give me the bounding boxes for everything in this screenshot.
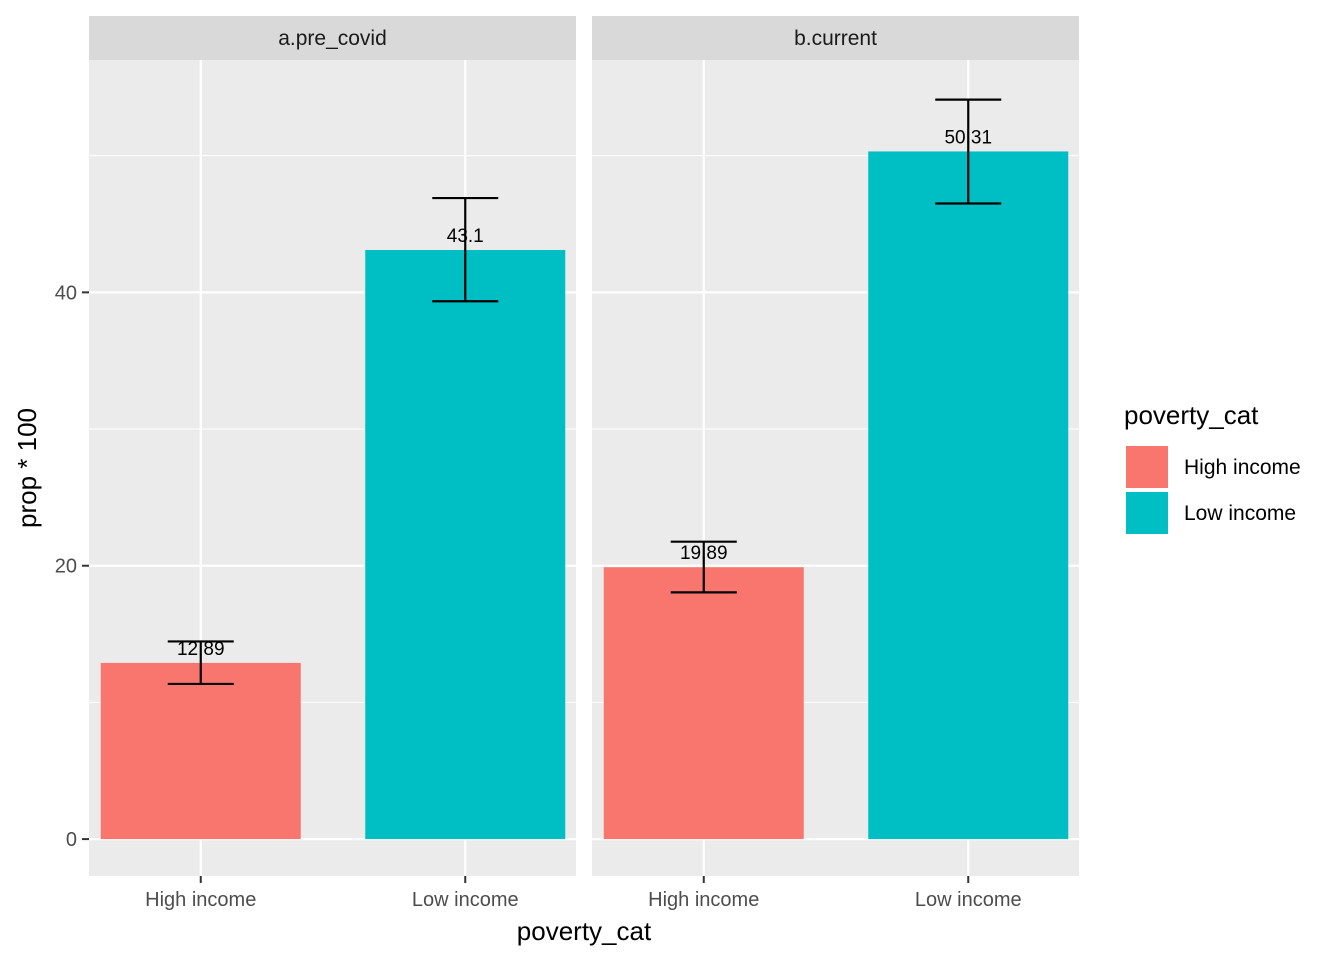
error-bar (670, 540, 737, 594)
legend-key-high-income (1126, 446, 1168, 488)
bar-low-income (365, 249, 566, 840)
legend-label: Low income (1184, 502, 1296, 525)
y-axis-title: prop * 100 (12, 408, 42, 528)
facet-strip-label: a.pre_covid (278, 27, 387, 50)
y-tick-label: 20 (55, 556, 77, 578)
x-tick-label: High income (145, 889, 256, 911)
legend-label: High income (1184, 456, 1301, 479)
y-tick-label: 0 (66, 829, 77, 851)
error-bar (167, 640, 234, 686)
facet-strip-label: b.current (794, 27, 877, 50)
facet-strip (592, 16, 1079, 60)
legend: poverty_cat High income Low income (1124, 400, 1301, 536)
y-tick-label: 40 (55, 282, 77, 304)
x-tick-label: High income (648, 889, 759, 911)
x-axis-title: poverty_cat (517, 916, 652, 946)
facet-strip (89, 16, 576, 60)
error-bar (935, 98, 1002, 205)
legend-title: poverty_cat (1124, 400, 1259, 430)
bar-low-income (868, 151, 1069, 840)
error-bar (432, 196, 499, 303)
bar-high-income (100, 662, 301, 840)
y-axis: 0 20 40 (55, 282, 89, 851)
x-tick-label: Low income (412, 889, 519, 911)
x-tick-label: Low income (915, 889, 1022, 911)
legend-key-low-income (1126, 492, 1168, 534)
bar-high-income (603, 567, 804, 840)
